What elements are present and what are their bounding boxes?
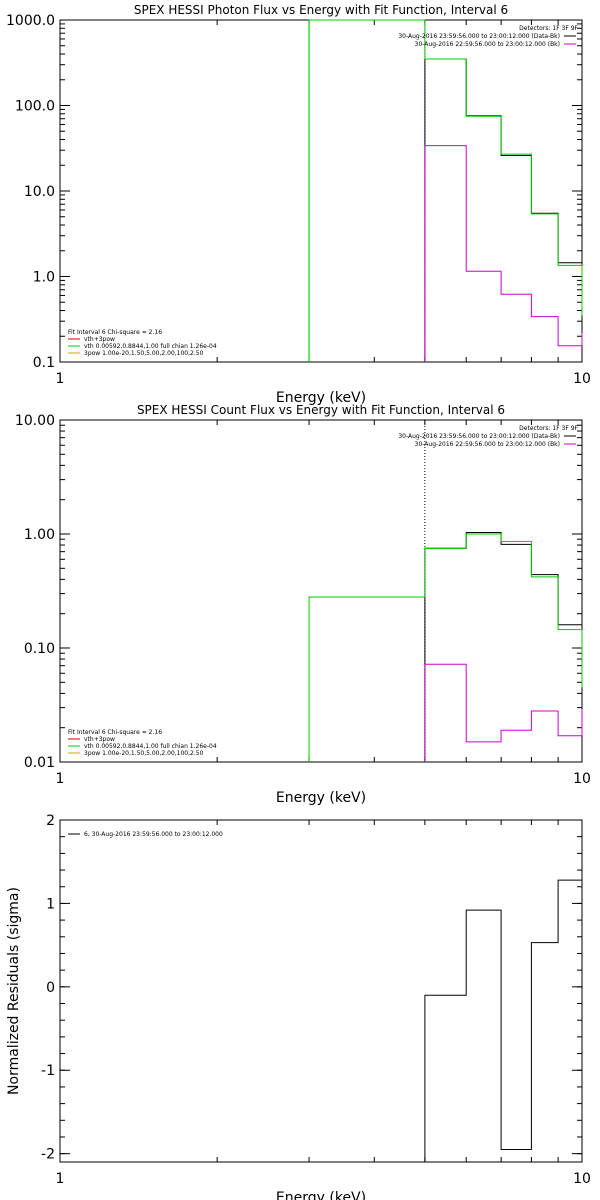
series-2-step-line (424, 145, 583, 362)
y-tick-label: 1000.0 (6, 13, 55, 29)
x-tick-label: 10 (573, 771, 591, 787)
series-2-step-line (424, 663, 583, 762)
plot-frame (59, 419, 583, 763)
x-axis-label: Energy (keV) (276, 390, 366, 406)
y-tick-label: 2 (46, 813, 55, 829)
legend-entry-label: 30-Aug-2016 23:59:56.000 to 23:00:12.000… (398, 433, 560, 440)
fit-header: Fit Interval 6 Chi-square = 2.16 (68, 729, 162, 736)
y-tick-label: 0.1 (33, 355, 55, 371)
y-tick-label: 1 (46, 896, 55, 912)
series-1-step-line (308, 533, 583, 762)
detectors-label: Detectors: 1F 3F 9F (519, 25, 578, 32)
x-tick-label: 10 (573, 1171, 591, 1187)
y-tick-label: 0 (46, 980, 55, 996)
y-axis-label: Normalized Residuals (sigma) (6, 887, 22, 1095)
fit-legend-label: 3pow 1.00e-20,1.50,5.00,2.00,100,2.50 (84, 350, 204, 357)
y-tick-label: -1 (41, 1063, 55, 1079)
x-tick-label: 1 (56, 371, 65, 387)
y-tick-label: 10.00 (15, 413, 55, 429)
y-tick-label: 1.00 (24, 527, 55, 543)
x-tick-label: 1 (56, 771, 65, 787)
detectors-label: Detectors: 1F 3F 9F (519, 425, 578, 432)
x-axis-label: Energy (keV) (276, 1190, 366, 1200)
fit-legend-label: vth+3pow (84, 736, 115, 743)
fit-legend-label: vth+3pow (84, 336, 115, 343)
series-1-step-line (308, 19, 583, 362)
y-tick-label: 0.10 (24, 641, 55, 657)
plot-frame (59, 19, 583, 363)
plot-frame (59, 819, 583, 1163)
x-tick-label: 10 (573, 371, 591, 387)
y-tick-label: 0.01 (24, 755, 55, 771)
y-tick-label: 10.0 (24, 184, 55, 200)
fit-legend-label: vth 0.00592,0.8844,1.00 full chian 1.26e… (84, 343, 217, 350)
chart-title: SPEX HESSI Photon Flux vs Energy with Fi… (134, 3, 508, 17)
residual-legend-label: 6, 30-Aug-2016 23:59:56.000 to 23:00:12.… (84, 831, 223, 838)
y-tick-label: -2 (41, 1147, 55, 1163)
fit-header: Fit Interval 6 Chi-square = 2.16 (68, 329, 162, 336)
chart-title: SPEX HESSI Count Flux vs Energy with Fit… (137, 403, 505, 417)
series-0-step-line (424, 879, 583, 1162)
y-tick-label: 1.0 (33, 270, 55, 286)
x-tick-label: 1 (56, 1171, 65, 1187)
legend-entry-label: 30-Aug-2016 22:59:56.000 to 23:00:12.000… (415, 41, 560, 48)
x-axis-label: Energy (keV) (276, 790, 366, 806)
fit-legend-label: 3pow 1.00e-20,1.50,5.00,2.00,100,2.50 (84, 750, 204, 757)
legend-entry-label: 30-Aug-2016 23:59:56.000 to 23:00:12.000… (398, 33, 560, 40)
legend-entry-label: 30-Aug-2016 22:59:56.000 to 23:00:12.000… (415, 441, 560, 448)
y-tick-label: 100.0 (15, 99, 55, 115)
fit-legend-label: vth 0.00592,0.8844,1.00 full chian 1.26e… (84, 743, 217, 750)
